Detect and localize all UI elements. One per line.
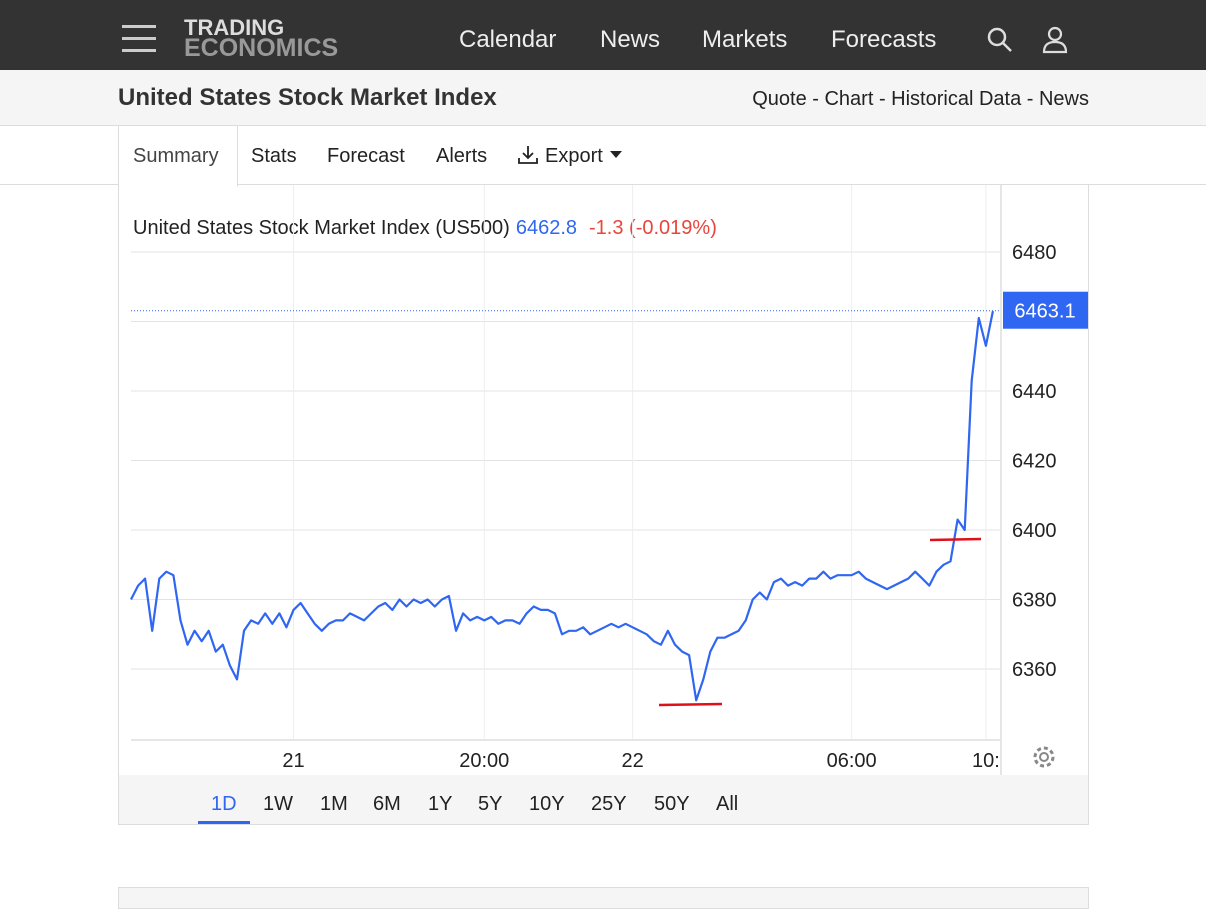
- y-tick-label: 6480: [1012, 242, 1057, 264]
- range-bar: [119, 775, 1088, 824]
- y-tick-label: 6400: [1012, 520, 1057, 542]
- chart-box: [118, 185, 1089, 825]
- search-icon[interactable]: [986, 26, 1014, 54]
- next-box: [118, 887, 1089, 909]
- change: -1.3 (-0.019%): [589, 217, 717, 239]
- range-button[interactable]: 1Y: [428, 793, 453, 815]
- price-line: [130, 310, 994, 702]
- header-links[interactable]: Quote - Chart - Historical Data - News: [752, 88, 1089, 110]
- x-tick-label: 21: [282, 750, 304, 772]
- drawn-line: [658, 702, 723, 707]
- range-button[interactable]: 1W: [263, 793, 293, 815]
- logo-bottom: ECONOMICS: [184, 34, 339, 62]
- y-tick-label: 6440: [1012, 381, 1057, 403]
- range-button[interactable]: All: [716, 793, 739, 815]
- nav-link[interactable]: Markets: [702, 26, 788, 53]
- nav-link[interactable]: Calendar: [459, 26, 557, 53]
- nav-link[interactable]: News: [600, 26, 661, 53]
- tab[interactable]: Alerts: [436, 145, 488, 167]
- chart-title: United States Stock Market Index (US500): [133, 217, 510, 239]
- last-price: 6462.8: [516, 217, 577, 239]
- price-box-label: 6463.1: [1014, 301, 1075, 323]
- range-button[interactable]: 10Y: [529, 793, 565, 815]
- x-tick-label: 10:: [972, 750, 1000, 772]
- chart-header: United States Stock Market Index (US500)…: [133, 217, 717, 239]
- y-tick-label: 6360: [1012, 659, 1057, 681]
- range-button[interactable]: 1M: [320, 793, 348, 815]
- export-icon: [518, 146, 538, 164]
- user-icon[interactable]: [1042, 26, 1068, 54]
- tab[interactable]: Stats: [251, 145, 297, 167]
- range-button[interactable]: 1D: [211, 793, 237, 815]
- range-button[interactable]: 25Y: [591, 793, 627, 815]
- tab-bar: [0, 126, 1206, 185]
- x-tick-label: 20:00: [459, 750, 509, 772]
- chart: United States Stock Market Index (US500)…: [130, 185, 1088, 775]
- gear-icon[interactable]: [1033, 746, 1055, 768]
- x-tick-label: 22: [621, 750, 643, 772]
- drawn-line: [929, 537, 982, 542]
- tab[interactable]: Summary: [133, 145, 219, 167]
- nav-link[interactable]: Forecasts: [831, 26, 937, 53]
- y-tick-label: 6420: [1012, 451, 1057, 473]
- price-box: [1003, 291, 1088, 329]
- tab[interactable]: Export: [545, 145, 603, 167]
- tab[interactable]: Forecast: [327, 145, 405, 167]
- y-tick-label: 6380: [1012, 590, 1057, 612]
- x-tick-label: 06:00: [827, 750, 877, 772]
- top-bar: TRADING ECONOMICS Calendar News Markets F…: [0, 0, 1206, 70]
- range-button[interactable]: 5Y: [478, 793, 503, 815]
- range-button[interactable]: 6M: [373, 793, 401, 815]
- page-title: United States Stock Market Index: [118, 84, 497, 111]
- range-button[interactable]: 50Y: [654, 793, 690, 815]
- range-underline: [198, 821, 250, 824]
- menu-icon[interactable]: [122, 25, 156, 53]
- tab-selected: [118, 125, 238, 187]
- caret: [610, 151, 622, 158]
- logo[interactable]: TRADING ECONOMICS: [184, 15, 339, 62]
- logo-top: TRADING: [184, 15, 285, 40]
- sub-bar: United States Stock Market Index Quote -…: [0, 70, 1206, 126]
